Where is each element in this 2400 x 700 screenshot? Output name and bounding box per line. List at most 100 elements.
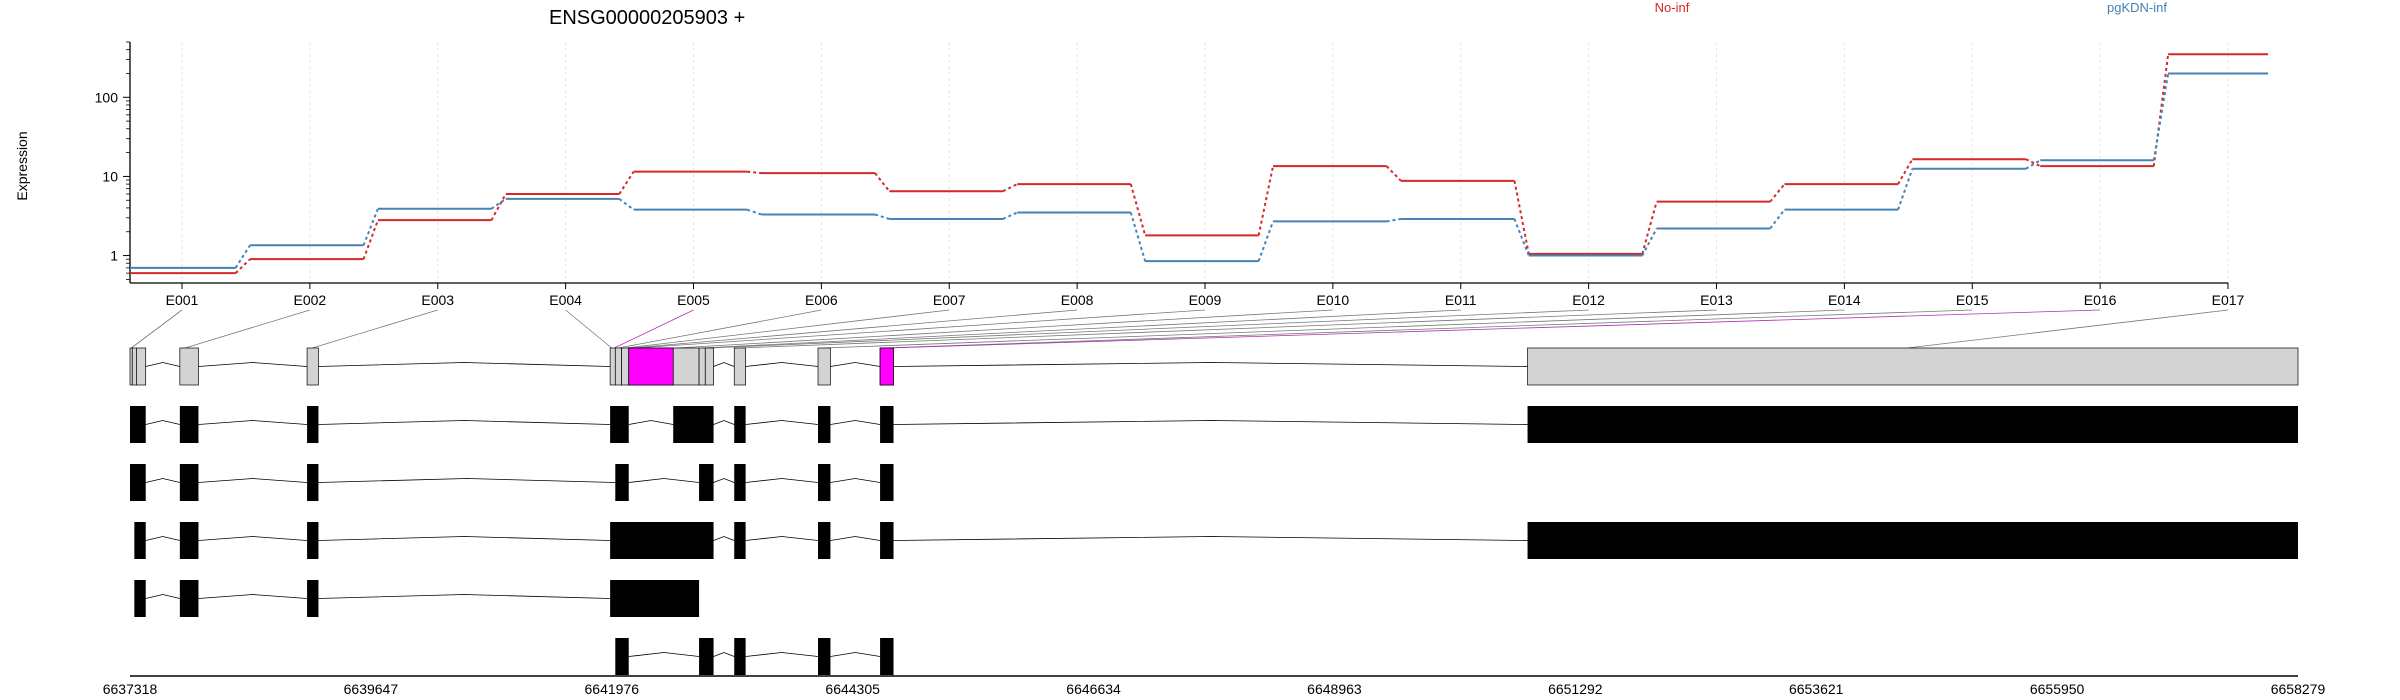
no-inf-connector <box>1641 201 1658 255</box>
coordinate-label: 6655950 <box>2030 681 2085 697</box>
no-inf-connector <box>490 193 507 221</box>
transcript-1-exon <box>734 406 746 443</box>
transcript-5-intron <box>713 652 735 657</box>
bin-intron <box>713 362 735 367</box>
y-axis-label: Expression <box>14 131 30 200</box>
transcript-2-intron <box>198 478 308 483</box>
connector-E013 <box>740 309 1717 349</box>
connector-E008 <box>630 309 1078 349</box>
exon-bin <box>704 347 714 386</box>
bin-intron <box>830 362 881 367</box>
connector-E004 <box>565 309 612 349</box>
pgkdn-inf-connector <box>2025 159 2041 170</box>
x-tick-label-E011: E011 <box>1445 292 1477 308</box>
transcript-3-exon <box>179 522 199 559</box>
transcript-3-exon <box>818 522 831 559</box>
exon-bin <box>609 347 616 386</box>
bin-intron <box>145 362 180 367</box>
pgkdn-inf-connector <box>1769 209 1786 230</box>
transcript-models <box>130 406 2298 675</box>
expression-series <box>130 53 2269 275</box>
connector-E001 <box>131 309 183 349</box>
pgkdn-inf-connector <box>1129 212 1147 262</box>
exon-bin <box>136 347 147 386</box>
legend-pgkdn-inf: pgKDN-inf <box>2107 0 2167 15</box>
connector-E010 <box>676 309 1333 349</box>
transcript-1-exon <box>130 406 146 443</box>
transcript-2-intron <box>713 478 735 483</box>
transcript-4-exon <box>179 580 199 617</box>
pgkdn-inf-connector <box>1257 221 1274 262</box>
transcript-3-intron <box>830 536 881 541</box>
pgkdn-inf-connector <box>2152 73 2170 161</box>
transcript-2-exon <box>615 464 629 501</box>
connector-E009 <box>634 309 1206 349</box>
no-inf-connector <box>1385 165 1402 182</box>
x-tick-label-E007: E007 <box>933 292 966 308</box>
highlighted-exon-bin <box>879 347 894 386</box>
legend-no-inf: No-inf <box>1655 0 1690 15</box>
connector-E017 <box>1907 309 2229 349</box>
transcript-5-intron <box>628 652 700 657</box>
transcript-1-intron <box>893 420 1528 425</box>
pgkdn-inf-connector <box>874 213 890 220</box>
transcript-4-intron <box>318 594 611 599</box>
no-inf-connector <box>2152 54 2170 167</box>
y-tick-label-10: 10 <box>102 168 118 184</box>
no-inf-connector <box>1513 180 1530 255</box>
transcript-3-intron <box>145 536 180 541</box>
x-tick-label-E009: E009 <box>1189 292 1222 308</box>
transcript-2-intron <box>830 478 881 483</box>
x-tick-label-E017: E017 <box>2212 292 2245 308</box>
pgkdn-inf-connector <box>362 208 379 246</box>
transcript-2-exon <box>880 464 894 501</box>
x-tick-label-E001: E001 <box>166 292 199 308</box>
transcript-2-exon <box>307 464 319 501</box>
transcript-1-exon <box>880 406 894 443</box>
transcript-3-intron <box>318 536 611 541</box>
exon-bin <box>817 347 831 386</box>
transcript-2-exon <box>818 464 831 501</box>
pgkdn-inf-connector <box>234 244 251 269</box>
exon-bin <box>672 347 700 386</box>
no-inf-connector <box>1897 158 1914 185</box>
exon-bin-track <box>129 347 2299 386</box>
transcript-3-intron <box>713 536 735 541</box>
transcript-1-exon <box>307 406 319 443</box>
transcript-3-exon <box>734 522 746 559</box>
exon-bin <box>733 347 746 386</box>
vertical-gridlines <box>181 42 2229 283</box>
connector-E014 <box>824 309 1845 349</box>
connector-E016 <box>888 309 2101 349</box>
x-tick-label-E012: E012 <box>1572 292 1605 308</box>
transcript-5-exon <box>880 638 894 675</box>
transcript-1-exon <box>1527 406 2298 443</box>
coordinate-label: 6653621 <box>1789 681 1844 697</box>
exon-bin <box>621 347 630 386</box>
connector-E011 <box>702 309 1461 349</box>
transcript-1-intron <box>145 420 180 425</box>
x-tick-label-E003: E003 <box>421 292 454 308</box>
x-tick-label-E016: E016 <box>2084 292 2117 308</box>
transcript-1-intron <box>198 420 308 425</box>
exon-bin <box>1527 347 2299 386</box>
coordinate-label: 6639647 <box>344 681 399 697</box>
x-tick-label-E002: E002 <box>294 292 327 308</box>
connector-E002 <box>184 309 310 349</box>
coordinate-label: 6644305 <box>825 681 880 697</box>
connector-E003 <box>312 309 438 349</box>
bin-intron <box>745 362 819 367</box>
transcript-3-exon <box>880 522 894 559</box>
transcript-4-intron <box>145 594 180 599</box>
no-inf-connector <box>874 172 891 192</box>
exon-connector-lines <box>131 309 2229 349</box>
transcript-2-intron <box>318 478 616 483</box>
transcript-3-exon <box>1527 522 2298 559</box>
transcript-2-exon <box>130 464 146 501</box>
transcript-2-exon <box>179 464 199 501</box>
transcript-4-exon <box>134 580 146 617</box>
transcript-4-intron <box>198 594 308 599</box>
no-inf-connector <box>1129 183 1147 236</box>
x-tick-label-E004: E004 <box>549 292 582 308</box>
